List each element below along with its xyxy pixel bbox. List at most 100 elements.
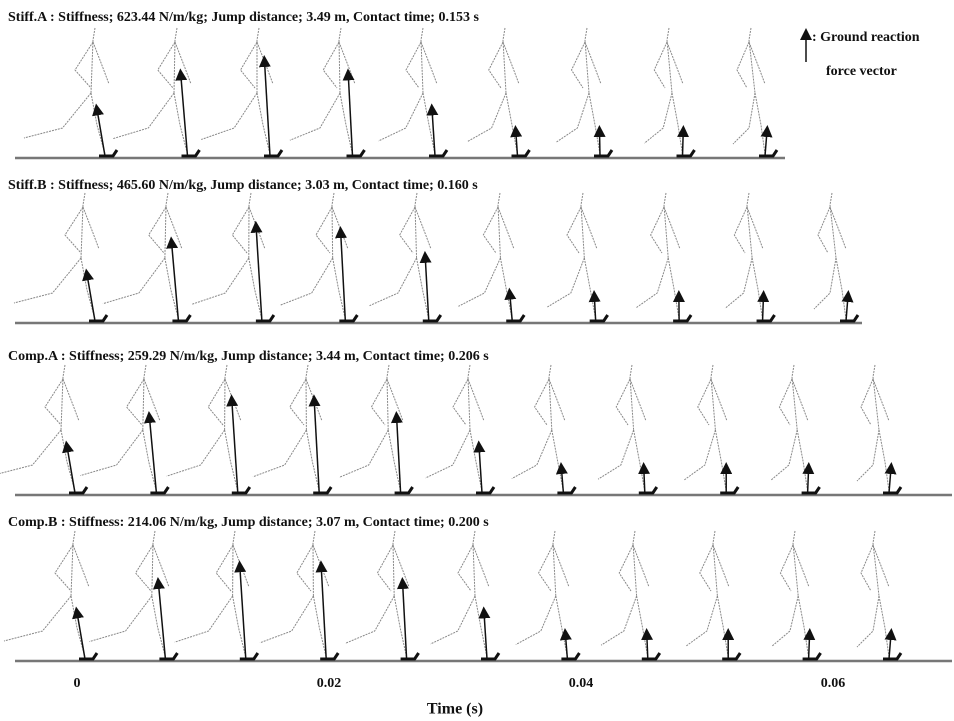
foot	[476, 486, 496, 495]
force-arrow	[593, 125, 606, 157]
foot	[756, 314, 776, 323]
stick-figure	[0, 364, 80, 492]
stick-figure	[770, 364, 809, 492]
force-arrow	[143, 410, 158, 494]
stick-figure	[102, 192, 183, 320]
stick-figure	[23, 27, 110, 155]
stick-figure	[378, 27, 438, 155]
axis-label: Time (s)	[427, 701, 483, 718]
foot	[313, 486, 333, 495]
foot	[79, 652, 99, 661]
force-arrow	[308, 394, 321, 494]
force-arrow	[342, 68, 355, 157]
stick-figure	[259, 530, 330, 658]
stick-figure	[547, 192, 598, 320]
stick-figure	[201, 27, 274, 155]
foot	[99, 149, 119, 158]
foot	[346, 149, 366, 158]
foot	[561, 652, 581, 661]
x-tick-label: 0.02	[317, 676, 342, 691]
force-arrow	[760, 125, 773, 157]
foot	[339, 314, 359, 323]
force-arrow	[478, 606, 491, 660]
stick-figure	[252, 364, 323, 492]
foot	[400, 652, 420, 661]
foot	[150, 486, 170, 495]
stick-figure	[89, 530, 170, 658]
force-arrow	[510, 125, 523, 157]
force-arrow	[802, 462, 815, 494]
stick-figure	[732, 27, 766, 155]
stick-figure	[458, 192, 515, 320]
foot	[422, 314, 443, 323]
force-arrow	[315, 560, 328, 660]
row-title: Stiff.B : Stiffness; 465.60 N/m/kg, Jump…	[8, 178, 478, 193]
stick-figure	[466, 27, 520, 155]
foot	[673, 314, 693, 323]
stick-figure	[597, 364, 647, 492]
stick-figure	[515, 530, 570, 658]
foot	[264, 149, 284, 158]
stick-figure	[684, 364, 728, 492]
foot	[231, 486, 252, 495]
foot	[89, 314, 109, 323]
foot	[883, 486, 903, 495]
stick-figure	[191, 192, 266, 320]
stick-figure	[686, 530, 730, 658]
force-arrow	[555, 462, 568, 494]
foot	[394, 486, 414, 495]
foot	[511, 149, 531, 158]
force-arrow	[504, 287, 517, 322]
foot	[159, 652, 179, 661]
stick-figure	[80, 364, 161, 492]
x-tick-label: 0.04	[569, 676, 594, 691]
row-title: Comp.A : Stiffness; 259.29 N/m/kg, Jump …	[8, 349, 489, 364]
force-arrow	[226, 394, 239, 494]
stick-figure	[425, 364, 485, 492]
legend-text: force vector	[826, 64, 897, 79]
force-arrow	[62, 440, 76, 494]
force-arrow	[234, 560, 247, 660]
stick-figure	[339, 364, 404, 492]
x-tick-label: 0	[74, 676, 81, 691]
stick-figure	[3, 530, 90, 658]
stick-figure	[635, 192, 681, 320]
force-arrow	[641, 628, 654, 660]
force-arrow	[559, 628, 572, 660]
force-arrow	[884, 462, 897, 494]
foot	[181, 149, 201, 158]
stick-figure	[280, 192, 349, 320]
force-arrow	[175, 68, 189, 157]
foot	[239, 652, 260, 661]
foot	[589, 314, 609, 323]
force-arrow	[884, 628, 897, 660]
force-arrow	[677, 125, 690, 157]
force-arrow	[72, 606, 86, 660]
force-arrow	[757, 290, 770, 322]
row-title: Comp.B : Stiffness: 214.06 N/m/kg, Jump …	[8, 515, 489, 530]
foot	[594, 149, 614, 158]
force-arrow	[588, 290, 601, 322]
x-tick-label: 0.06	[821, 676, 846, 691]
force-arrow	[803, 628, 816, 660]
stick-figure	[174, 530, 250, 658]
foot	[429, 149, 449, 158]
force-arrow	[250, 220, 263, 322]
foot	[320, 652, 340, 661]
foot	[676, 149, 696, 158]
row-title: Stiff.A : Stiffness; 623.44 N/m/kg; Jump…	[8, 10, 479, 25]
force-arrow	[638, 462, 651, 494]
foot	[172, 314, 192, 323]
foot	[638, 486, 659, 495]
force-arrow	[419, 250, 432, 322]
stick-figure	[600, 530, 650, 658]
stick-figure	[13, 192, 100, 320]
stick-figure	[856, 364, 890, 492]
force-arrow	[166, 236, 180, 322]
foot	[801, 486, 821, 495]
foot	[840, 314, 860, 323]
foot	[69, 486, 89, 495]
force-arrow	[92, 103, 106, 157]
foot	[557, 486, 577, 495]
